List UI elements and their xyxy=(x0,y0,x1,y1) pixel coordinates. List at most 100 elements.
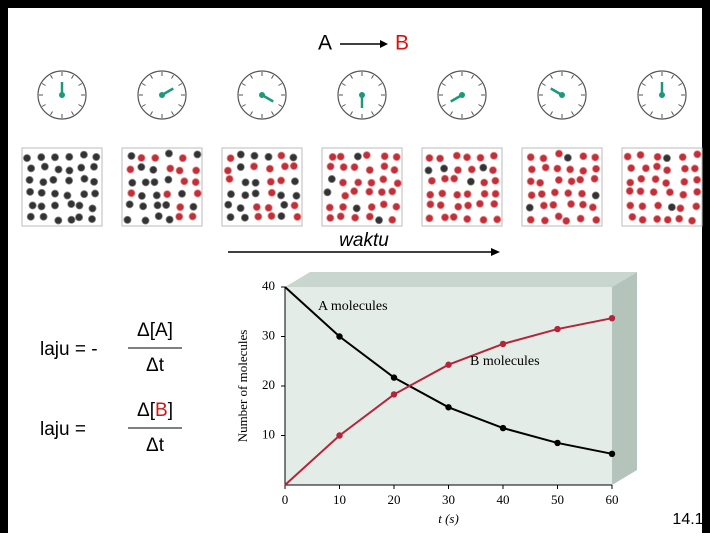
molecule xyxy=(226,213,235,222)
molecule xyxy=(625,187,634,196)
clock-center xyxy=(259,92,265,98)
molecule xyxy=(277,212,286,221)
molecule xyxy=(692,202,701,211)
molecule xyxy=(653,215,662,224)
molecule xyxy=(667,203,676,212)
molecule xyxy=(690,164,699,173)
molecule-box xyxy=(221,147,303,227)
molecule xyxy=(526,215,535,224)
x-axis-label: t (s) xyxy=(438,511,459,526)
molecule xyxy=(50,189,59,198)
molecule xyxy=(180,177,189,186)
molecule xyxy=(554,212,563,221)
clock-tick xyxy=(78,104,83,107)
molecule xyxy=(637,174,646,183)
molecule xyxy=(491,189,500,198)
molecule xyxy=(365,187,374,196)
molecule xyxy=(290,177,299,186)
molecule xyxy=(90,177,99,186)
molecule xyxy=(377,188,386,197)
molecule xyxy=(125,200,134,209)
molecule xyxy=(392,202,401,211)
molecule xyxy=(63,191,72,200)
data-point xyxy=(608,314,616,322)
clock-tick xyxy=(250,74,253,79)
data-point xyxy=(445,361,452,368)
molecule xyxy=(75,213,84,222)
molecule xyxy=(241,191,250,200)
molecule xyxy=(252,203,261,212)
molecule xyxy=(226,190,235,199)
molecule xyxy=(251,178,260,187)
molecule xyxy=(350,187,359,196)
molecule xyxy=(390,165,399,174)
molecule xyxy=(426,190,435,199)
molecule xyxy=(250,151,259,160)
data-point xyxy=(336,432,343,439)
molecule-box xyxy=(421,147,503,227)
molecule xyxy=(39,178,48,187)
molecule xyxy=(452,151,461,160)
molecule xyxy=(554,149,563,158)
molecule-box xyxy=(521,147,603,227)
clock-tick xyxy=(641,83,646,86)
clock-tick xyxy=(578,104,583,107)
molecule xyxy=(289,162,298,171)
molecule xyxy=(267,212,276,221)
y-tick-label: 40 xyxy=(262,278,275,293)
molecule xyxy=(37,188,46,197)
clock-tick xyxy=(378,104,383,107)
molecule xyxy=(488,166,497,175)
molecule xyxy=(489,151,498,160)
data-point xyxy=(499,424,507,432)
molecule xyxy=(326,213,335,222)
molecule xyxy=(353,152,362,161)
molecule xyxy=(550,188,559,197)
molecule xyxy=(591,153,600,162)
eq2-part: B xyxy=(155,400,168,421)
molecule xyxy=(578,200,587,209)
molecule xyxy=(88,204,97,213)
clock-tick xyxy=(341,83,346,86)
clock-tick xyxy=(278,83,283,86)
molecule xyxy=(653,152,662,161)
molecule xyxy=(251,189,260,198)
eq1-numerator: Δ[A] xyxy=(137,320,173,341)
x-tick-label: 30 xyxy=(442,492,455,507)
clock-tick xyxy=(550,111,553,116)
clock-center xyxy=(59,92,65,98)
molecule xyxy=(193,150,202,159)
y-tick-label: 20 xyxy=(262,377,275,392)
molecule xyxy=(163,190,172,199)
clock-tick xyxy=(78,83,83,86)
molecule xyxy=(678,153,687,162)
molecule xyxy=(675,214,684,223)
molecule xyxy=(628,212,637,221)
molecule xyxy=(590,174,599,183)
clock-tick xyxy=(441,104,446,107)
panel-side xyxy=(612,272,637,485)
clock-tick xyxy=(71,74,74,79)
molecule xyxy=(537,190,546,199)
molecule xyxy=(440,164,449,173)
molecule xyxy=(178,154,187,163)
slide-number: 14.1 xyxy=(672,511,703,528)
molecule xyxy=(139,202,148,211)
clock-tick xyxy=(671,74,674,79)
clock-tick xyxy=(571,74,574,79)
molecule xyxy=(379,175,388,184)
molecule xyxy=(39,212,48,221)
molecule xyxy=(67,215,76,224)
molecule xyxy=(693,187,702,196)
eq2-lhs: laju = xyxy=(40,419,86,440)
molecule xyxy=(493,215,502,224)
molecule xyxy=(225,174,234,183)
clock-tick xyxy=(50,74,53,79)
molecule xyxy=(341,191,350,200)
molecule xyxy=(450,174,459,183)
molecule xyxy=(693,150,702,159)
molecule xyxy=(127,151,136,160)
molecule xyxy=(126,165,135,174)
molecule xyxy=(539,154,548,163)
